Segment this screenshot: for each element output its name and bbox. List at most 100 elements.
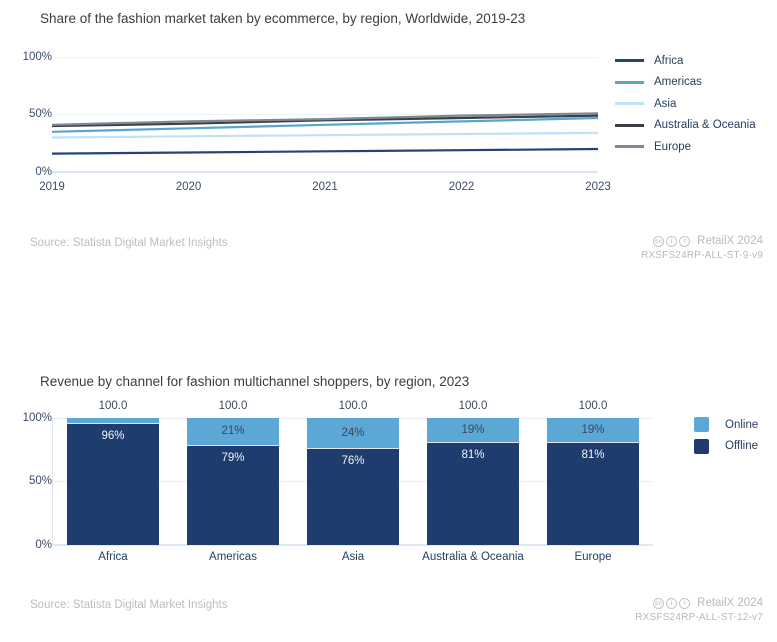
cc-nd-icon: =	[679, 235, 691, 247]
bar-group-australia-oceania: 100.0 19% 81% Australia & Oceania	[413, 400, 533, 563]
source-text: Source: Statista Digital Market Insights	[30, 599, 228, 611]
cc-icon: cc	[653, 235, 665, 247]
bar-chart-title: Revenue by channel for fashion multichan…	[40, 374, 470, 389]
legend-line-swatch	[615, 102, 644, 106]
cc-icon: cc	[653, 597, 665, 609]
legend-label: Africa	[654, 54, 684, 67]
cc-nd-icon: =	[679, 597, 691, 609]
legend-item-online: Online	[694, 414, 758, 436]
bar-stack: 96%	[67, 418, 159, 545]
footer-brand-block: cc i = RetailX 2024 RXSFS24RP-ALL-ST-9-v9	[641, 235, 763, 261]
segment-offline: 76%	[307, 448, 399, 545]
cc-license-icons: cc i =	[653, 235, 691, 247]
legend-line-swatch	[615, 145, 644, 149]
gridline-50	[52, 114, 598, 115]
bar-group-asia: 100.0 24% 76% Asia	[293, 400, 413, 563]
legend-item-europe: Europe	[615, 136, 756, 158]
segment-offline: 96%	[67, 423, 159, 545]
segment-online: 19%	[427, 418, 519, 443]
segment-offline-label: 96%	[101, 430, 125, 443]
segment-online-label: 19%	[581, 424, 605, 437]
segment-offline-label: 81%	[461, 449, 485, 462]
legend-label: Australia & Oceania	[654, 119, 756, 132]
report-code: RXSFS24RP-ALL-ST-12-v7	[635, 612, 763, 623]
legend-square-swatch	[694, 417, 709, 433]
brand-text: RetailX 2024	[697, 597, 763, 609]
bar-total-label: 100.0	[578, 400, 608, 412]
legend-line-swatch	[615, 123, 644, 127]
legend-line-swatch	[615, 59, 644, 63]
source-text: Source: Statista Digital Market Insights	[30, 237, 228, 249]
segment-offline: 81%	[547, 442, 639, 545]
legend-label: Americas	[654, 76, 702, 89]
y-tick-100: 100%	[22, 412, 52, 424]
cc-by-icon: i	[666, 235, 678, 247]
line-chart-series	[51, 112, 599, 155]
segment-offline: 81%	[427, 442, 519, 545]
bar-stack: 19% 81%	[547, 418, 639, 545]
footer-brand-block: cc i = RetailX 2024 RXSFS24RP-ALL-ST-12-v7	[635, 597, 763, 623]
legend-item-americas: Americas	[615, 72, 756, 94]
bar-stack: 24% 76%	[307, 418, 399, 545]
bar-group-europe: 100.0 19% 81% Europe	[533, 400, 653, 563]
series-line-australia-oceania	[51, 114, 599, 128]
line-chart-title: Share of the fashion market taken by eco…	[40, 11, 526, 26]
category-label-asia: Asia	[341, 551, 365, 563]
line-chart-legend: Africa Americas Asia Australia & Oceania Eur…	[615, 50, 756, 158]
bar-group-americas: 100.0 21% 79% Americas	[173, 400, 293, 563]
series-line-asia	[51, 131, 599, 139]
y-tick-50: 50%	[28, 475, 52, 487]
x-tick-2021: 2021	[312, 181, 338, 193]
segment-offline: 79%	[187, 444, 279, 545]
bar-stack: 19% 81%	[427, 418, 519, 545]
y-tick-100: 100%	[22, 51, 52, 63]
x-tick-2019: 2019	[39, 181, 65, 193]
line-chart-plot	[51, 57, 599, 173]
x-tick-2023: 2023	[585, 181, 611, 193]
y-tick-0: 0%	[35, 539, 52, 551]
bar-stack: 21% 79%	[187, 418, 279, 545]
gridline-0	[52, 171, 598, 173]
x-axis-labels: 2019 2020 2021 2022 2023	[39, 181, 611, 195]
segment-offline-label: 79%	[221, 451, 245, 464]
bar-total-label: 100.0	[218, 400, 248, 412]
cc-by-icon: i	[666, 597, 678, 609]
legend-line-swatch	[615, 80, 644, 84]
category-label-africa: Africa	[98, 551, 128, 563]
x-tick-2022: 2022	[448, 181, 475, 193]
legend-label: Asia	[654, 97, 677, 110]
segment-online: 24%	[307, 418, 399, 449]
legend-item-asia: Asia	[615, 93, 756, 115]
legend-label: Offline	[725, 440, 759, 453]
x-tick-2020: 2020	[175, 181, 202, 193]
segment-offline-label: 81%	[581, 449, 605, 462]
legend-item-offline: Offline	[694, 436, 758, 458]
cc-license-icons: cc i =	[653, 597, 691, 609]
bar-total-label: 100.0	[98, 400, 128, 412]
segment-offline-label: 76%	[341, 455, 365, 468]
series-line-americas	[51, 116, 599, 133]
category-label-americas: Americas	[209, 551, 257, 563]
series-line-europe	[51, 112, 599, 126]
segment-online-label: 24%	[341, 427, 365, 440]
legend-label: Online	[725, 418, 759, 431]
series-line-africa	[51, 147, 599, 155]
gridline-100	[52, 57, 598, 58]
brand-text: RetailX 2024	[697, 235, 763, 247]
segment-online: 19%	[547, 418, 639, 443]
category-label-australia-oceania: Australia & Oceania	[422, 551, 524, 563]
y-tick-50: 50%	[28, 108, 52, 120]
segment-online: 21%	[187, 418, 279, 445]
legend-item-australia-oceania: Australia & Oceania	[615, 115, 756, 137]
y-tick-0: 0%	[35, 166, 52, 178]
bar-group-africa: 100.0 96% Africa	[53, 400, 173, 563]
bar-total-label: 100.0	[458, 400, 488, 412]
legend-label: Europe	[654, 140, 692, 153]
legend-item-africa: Africa	[615, 50, 756, 72]
bar-chart-legend: Online Offline	[694, 414, 758, 457]
segment-online-label: 21%	[221, 425, 245, 438]
segment-online	[67, 418, 159, 424]
segment-online-label: 19%	[461, 424, 485, 437]
legend-square-swatch	[694, 438, 709, 454]
